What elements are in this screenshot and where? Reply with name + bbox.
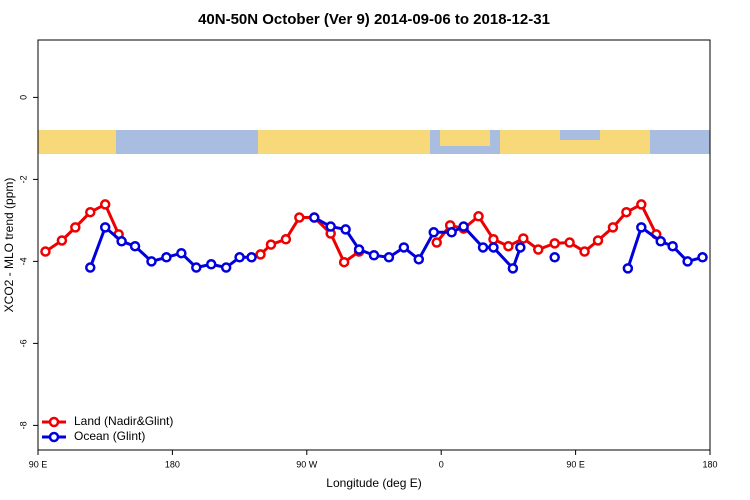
- data-point: [265, 239, 277, 250]
- x-tick-label: 90 E: [29, 459, 48, 469]
- data-point: [549, 238, 560, 249]
- x-tick-label: 90 E: [566, 459, 585, 469]
- data-point: [368, 250, 380, 261]
- data-point: [564, 237, 575, 248]
- data-point: [353, 244, 365, 255]
- data-point: [621, 206, 632, 218]
- chart-title: 40N-50N October (Ver 9) 2014-09-06 to 20…: [198, 11, 550, 28]
- data-point: [592, 235, 604, 246]
- data-point: [129, 240, 141, 252]
- data-point: [56, 235, 68, 246]
- y-tick-label: -2: [18, 175, 28, 183]
- data-point: [325, 221, 336, 232]
- data-point: [667, 240, 678, 252]
- data-point: [246, 252, 257, 263]
- legend-text: Ocean (Glint): [74, 429, 145, 443]
- data-point: [607, 222, 619, 233]
- data-point: [636, 199, 647, 210]
- data-point: [70, 222, 81, 233]
- y-axis-label: XCO2 - MLO trend (ppm): [2, 178, 16, 313]
- data-point: [191, 262, 202, 273]
- legend-marker: [48, 431, 60, 443]
- data-point: [85, 262, 96, 273]
- x-axis-label: Longitude (deg E): [326, 476, 421, 490]
- data-point: [655, 236, 666, 247]
- data-point: [488, 242, 499, 253]
- data-point: [488, 234, 499, 245]
- data-point: [40, 246, 51, 257]
- data-point: [176, 247, 187, 259]
- y-tick-label: -6: [18, 339, 28, 347]
- data-point: [446, 227, 457, 238]
- plot-frame: [37, 39, 711, 451]
- x-tick-label: 180: [702, 459, 717, 469]
- data-point: [473, 211, 484, 222]
- data-point: [220, 262, 232, 273]
- data-point: [549, 252, 560, 263]
- series-line: [88, 225, 252, 270]
- series-line: [259, 216, 360, 264]
- data-point: [533, 244, 544, 255]
- data-point: [85, 206, 96, 218]
- y-tick-label: -4: [18, 257, 28, 265]
- data-point: [205, 259, 217, 270]
- data-point: [428, 227, 439, 238]
- data-point: [431, 237, 442, 248]
- y-tick-label: -8: [18, 421, 28, 429]
- data-point: [234, 252, 245, 263]
- x-tick-label: 180: [165, 459, 180, 469]
- data-point: [340, 224, 351, 235]
- data-point: [280, 234, 292, 245]
- x-tick-label: 90 W: [296, 459, 318, 469]
- data-point: [636, 222, 647, 233]
- data-point: [398, 242, 410, 253]
- data-point: [99, 222, 111, 233]
- x-tick-label: 0: [439, 459, 444, 469]
- data-point: [515, 242, 526, 253]
- map-strip: [38, 130, 710, 154]
- data-point: [116, 236, 127, 247]
- series-line: [435, 202, 658, 254]
- data-point: [477, 242, 489, 253]
- data-point: [579, 246, 590, 257]
- data-point: [622, 263, 634, 274]
- data-point: [161, 252, 172, 263]
- data-point: [507, 263, 519, 274]
- data-point: [255, 249, 266, 260]
- data-point: [697, 252, 708, 263]
- y-tick-label: 0: [18, 95, 28, 100]
- data-point: [146, 256, 157, 267]
- data-point: [294, 212, 305, 223]
- data-point: [338, 256, 350, 268]
- data-point: [518, 233, 529, 244]
- data-point: [682, 256, 693, 267]
- data-point: [309, 212, 320, 223]
- data-point: [413, 254, 425, 265]
- legend-marker: [48, 416, 60, 428]
- data-point: [383, 252, 395, 263]
- data-point: [99, 199, 111, 210]
- data-point: [503, 240, 514, 252]
- data-point: [458, 221, 469, 232]
- legend-text: Land (Nadir&Glint): [74, 414, 173, 428]
